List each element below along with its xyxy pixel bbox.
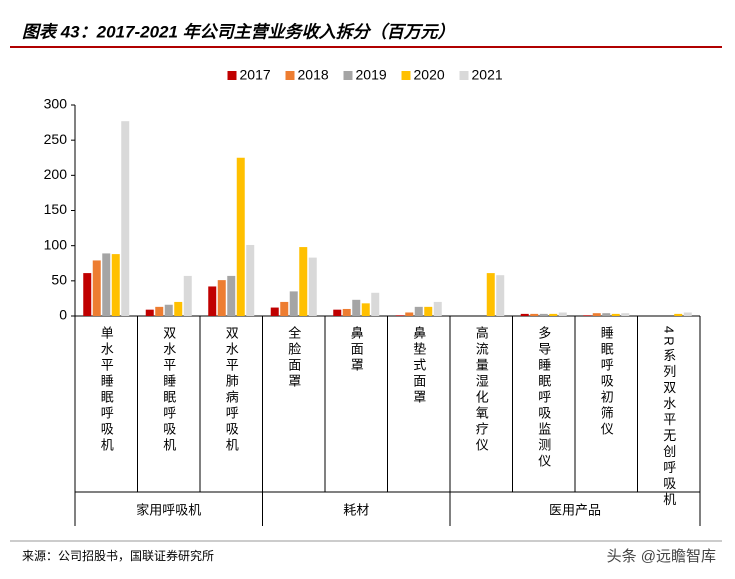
x-tick-label: 鼻面罩 [349, 325, 364, 374]
bar [486, 273, 495, 316]
bar [405, 312, 414, 316]
bar [92, 260, 101, 316]
legend-label: 2019 [356, 67, 387, 83]
legend-swatch [401, 71, 411, 80]
group-label: 医用产品 [549, 502, 601, 517]
bar [289, 291, 298, 316]
bar [602, 313, 611, 316]
legend-label: 2018 [298, 67, 329, 83]
bar [155, 306, 164, 316]
bar [361, 303, 370, 316]
bar [246, 244, 255, 316]
y-tick-label: 100 [44, 236, 68, 252]
bar [592, 313, 601, 316]
x-tick-label: 多导睡眠呼吸监测仪 [536, 325, 551, 470]
bar [583, 315, 592, 316]
bar [333, 309, 342, 316]
bar [674, 313, 683, 316]
legend-label: 2021 [472, 67, 503, 83]
bar [558, 312, 567, 316]
chart-title: 图表 43：2017-2021 年公司主营业务收入拆分（百万元） [22, 22, 455, 41]
group-label: 耗材 [343, 502, 369, 517]
bar [299, 247, 308, 316]
bar [621, 313, 630, 316]
x-tick-label: 睡眠呼吸初筛仪 [599, 326, 614, 438]
bar [414, 306, 423, 316]
bar [433, 301, 442, 316]
y-tick-label: 200 [44, 166, 68, 182]
bar [236, 157, 245, 316]
bar [549, 313, 558, 316]
bar [520, 313, 529, 316]
legend-label: 2017 [240, 67, 271, 83]
x-tick-label: 鼻垫式面罩 [411, 325, 426, 406]
bar [280, 301, 289, 316]
bar [395, 315, 404, 316]
bar [217, 280, 226, 316]
bar [611, 313, 620, 316]
bar [342, 308, 351, 316]
bar [371, 292, 380, 316]
bar [352, 299, 361, 316]
y-tick-label: 150 [44, 201, 68, 217]
bar [308, 257, 317, 316]
x-tick-label: 单水平睡眠呼吸机 [99, 326, 114, 454]
legend-swatch [285, 71, 295, 80]
bar [530, 313, 539, 316]
bar [270, 307, 279, 316]
bar [164, 304, 173, 316]
bar [424, 306, 433, 316]
x-tick-label: 全脸面罩 [286, 325, 301, 390]
legend-swatch [343, 71, 353, 80]
source: 来源：公司招股书，国联证券研究所 [22, 548, 214, 563]
legend-swatch [227, 71, 237, 80]
bar [208, 286, 217, 316]
bar [183, 275, 192, 316]
bar [111, 254, 120, 316]
bar [174, 301, 183, 316]
group-label: 家用呼吸机 [136, 502, 201, 517]
bar [83, 273, 92, 316]
bar [683, 312, 692, 316]
y-tick-label: 250 [44, 131, 68, 147]
x-tick-label: 高流量湿化氧疗仪 [474, 325, 489, 454]
legend-label: 2020 [414, 67, 445, 83]
y-tick-label: 50 [51, 272, 67, 288]
x-tick-label: 双水平肺病呼吸机 [224, 326, 239, 454]
x-tick-label: 4R系列双水平无创呼吸机 [661, 326, 676, 509]
watermark: 头条 @远瞻智库 [607, 547, 716, 565]
bar [102, 253, 111, 316]
bar [496, 275, 505, 316]
y-tick-label: 300 [44, 96, 68, 112]
y-tick-label: 0 [59, 307, 67, 323]
bar [145, 309, 154, 316]
x-tick-label: 双水平睡眠呼吸机 [161, 326, 176, 454]
bar [539, 313, 548, 316]
legend-swatch [459, 71, 469, 80]
bar [227, 275, 236, 316]
bar [121, 121, 130, 316]
